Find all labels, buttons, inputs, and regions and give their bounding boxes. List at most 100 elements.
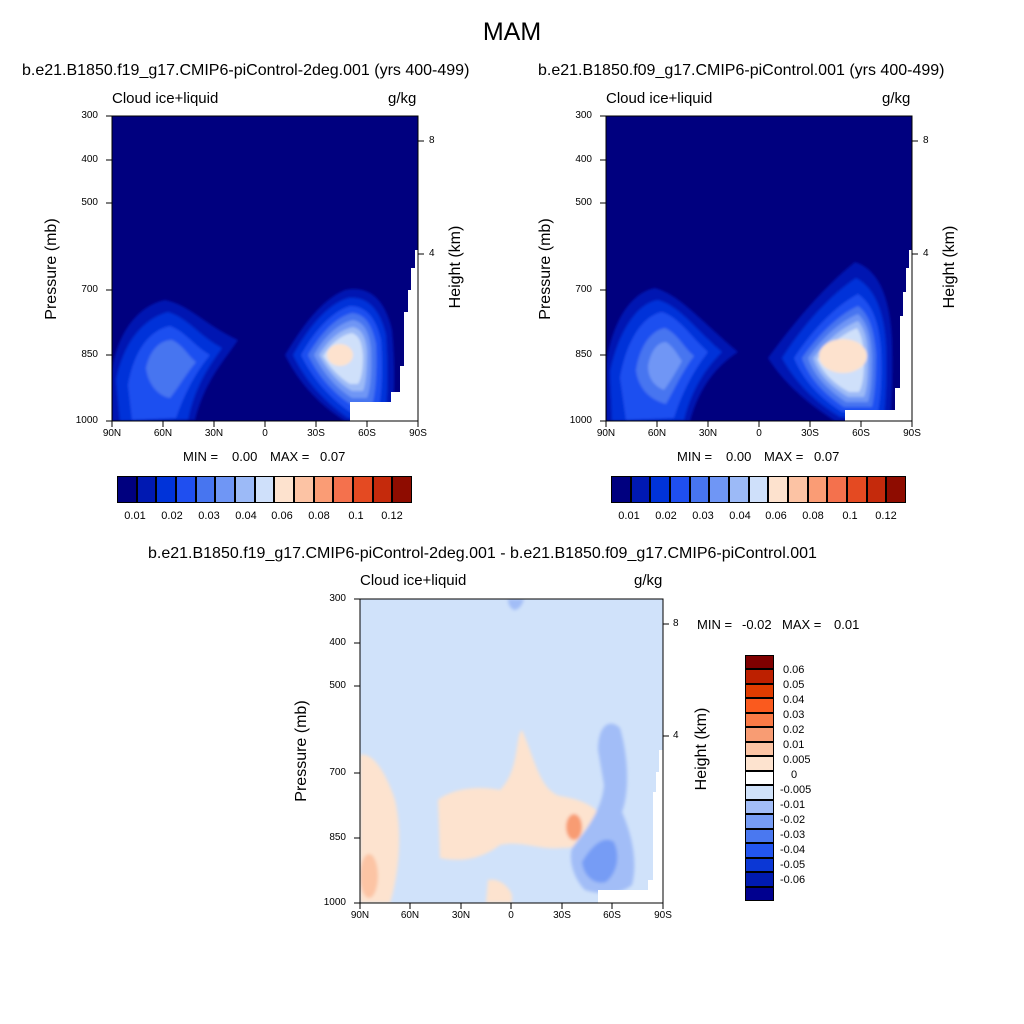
panel2-ytick-3: 700 [575,284,592,295]
panel3-min-value: -0.02 [742,617,772,632]
panel3-cbar-swatch-13 [745,843,774,858]
panel1-cbar-label-6: 0.1 [348,510,364,522]
panel1-cbar-label-5: 0.08 [308,510,330,522]
panel1-min-value: 0.00 [232,449,258,464]
panel2-cbar-label-7: 0.12 [875,510,897,522]
panel3-cbar-label-12: -0.04 [780,844,806,856]
panel3-positive-core-mid [566,814,582,840]
panel2-cbar-swatch-6 [729,476,749,503]
panel2-xtick-6: 90S [903,428,921,439]
panel3-variable-label: Cloud ice+liquid [360,572,467,589]
panel3-ylabel: Pressure (mb) [293,700,310,802]
panel2-ytick-4: 850 [575,349,592,360]
panel3-cbar-label-2: 0.04 [783,694,805,706]
panel2-cbar-swatch-5 [709,476,729,503]
panel3-ytick-5: 1000 [323,897,346,908]
panel1-max-label: MAX = [270,449,310,464]
panel2-ytick-1: 400 [575,154,592,165]
panel2-cbar-swatch-0 [611,476,631,503]
panel2-nh-cloud-l5 [648,342,682,390]
panel3-negative-region-sh [570,723,635,894]
panel2-cbar-swatch-14 [886,476,906,503]
panel2-variable-label: Cloud ice+liquid [606,90,713,107]
panel3-missing-data [598,750,663,903]
panel1-xtick-1: 60N [153,428,173,439]
panel2-ytick-5: 1000 [569,415,592,426]
panel3-negative-top [508,599,524,610]
panel2-xtick-4: 30S [801,428,819,439]
panel3-cbar-label-4: 0.02 [783,724,805,736]
panel3-cbar-swatch-9 [745,785,774,800]
panel1-cbar-label-4: 0.06 [271,510,293,522]
panel1-ytick-0: 300 [81,110,98,121]
panel2-cbar-label-0: 0.01 [618,510,640,522]
panel2-missing-data [845,250,912,421]
panel1-ytick-right-1: 4 [429,248,435,259]
panel3-cbar-label-0: 0.06 [783,664,805,676]
panel1-units-label: g/kg [388,90,417,107]
panel2-cbar-label-1: 0.02 [655,510,677,522]
panel2-xtick-3: 0 [756,428,762,439]
panel3-cbar-label-6: 0.005 [783,754,811,766]
panel3-cbar-swatch-11 [745,814,774,829]
panel1-cbar-swatch-0 [117,476,137,503]
panel1-tick-marks [106,115,424,427]
panel2-cbar-swatch-3 [670,476,690,503]
panel3-xtick-3: 0 [508,910,514,921]
panel3-cbar-label-8: -0.005 [780,784,812,796]
panel2-xtick-1: 60N [647,428,667,439]
panel3-ytick-right-0: 8 [673,618,679,629]
panel2-cbar-swatch-9 [788,476,808,503]
panel1-cbar-swatch-10 [313,476,334,503]
panel2-cbar-swatch-4 [689,476,710,503]
panel3-cbar-label-13: -0.05 [780,859,806,871]
panel3-cbar-label-9: -0.01 [780,799,806,811]
panel1-cbar-swatch-4 [195,476,216,503]
panel3-xtick-4: 30S [553,910,571,921]
panel1-cbar-swatch-8 [274,476,294,503]
panel1-xtick-4: 30S [307,428,325,439]
panel3-cbar-swatch-8 [745,770,774,786]
panel3-ytick-0: 300 [329,593,346,604]
panel2-ytick-right-1: 4 [923,248,929,259]
panel1-xtick-3: 0 [262,428,268,439]
panel2-max-label: MAX = [764,449,804,464]
panel1-cbar-label-7: 0.12 [381,510,403,522]
panel1-title: b.e21.B1850.f19_g17.CMIP6-piControl-2deg… [22,62,470,79]
panel1-cbar-swatch-7 [254,476,275,503]
panel2-tick-marks [600,115,918,427]
panel1-ytick-2: 500 [81,197,98,208]
panel3-cbar-swatch-10 [745,799,774,815]
panel1-xtick-5: 60S [358,428,376,439]
panel2-ytick-right-0: 8 [923,135,929,146]
panel3-cbar-swatch-12 [745,828,774,844]
panel2-cbar-label-4: 0.06 [765,510,787,522]
panel3-ytick-right-1: 4 [673,730,679,741]
panel1-cbar-swatch-13 [372,476,393,503]
panel1-cbar-swatch-2 [156,476,176,503]
panel1-cbar-swatch-11 [333,476,353,503]
panel1-max-value: 0.07 [320,449,346,464]
panel2-sh-cloud-core [819,339,867,373]
panel2-xtick-2: 30N [698,428,718,439]
panel2-cbar-label-5: 0.08 [802,510,824,522]
panel3-cbar-swatch-14 [745,857,774,873]
panel2-cbar-swatch-2 [650,476,670,503]
panel2-max-value: 0.07 [814,449,840,464]
panel1-cbar-swatch-1 [136,476,157,503]
panel1-cbar-label-0: 0.01 [124,510,146,522]
panel1-ytick-4: 850 [81,349,98,360]
panel3-cbar-swatch-4 [745,712,774,728]
panel3-cbar-swatch-7 [745,756,774,771]
panel2-cbar-swatch-1 [630,476,651,503]
panel3-cbar-label-14: -0.06 [780,874,806,886]
panel3-units-label: g/kg [634,572,663,589]
panel2-ytick-0: 300 [575,110,592,121]
panel3-positive-region-mid [438,730,605,860]
panel2-ytick-2: 500 [575,197,592,208]
panel3-tick-marks [354,598,669,909]
panel3-cbar-swatch-16 [745,886,774,901]
